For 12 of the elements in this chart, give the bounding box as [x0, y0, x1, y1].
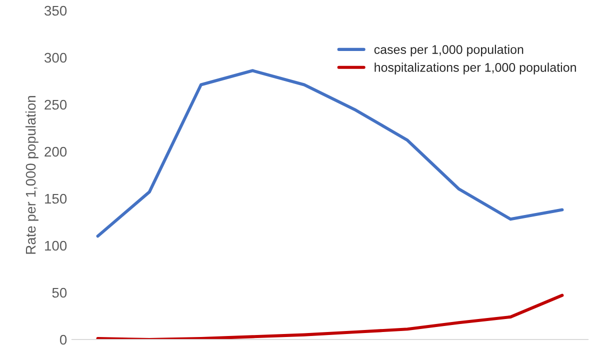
legend-label: cases per 1,000 population	[374, 44, 524, 56]
y-tick-label: 200	[44, 146, 67, 157]
y-tick-label: 150	[45, 194, 67, 204]
y-tick-label: 50	[52, 288, 67, 298]
line-series	[96, 294, 564, 340]
y-tick-label: 300	[44, 52, 67, 63]
legend-label: hospitalizations per 1,000 population	[374, 62, 576, 74]
y-tick-label: 0	[60, 334, 67, 345]
y-tick-label: 100	[45, 240, 67, 251]
y-axis-title: Rate per 1,000 population	[25, 96, 38, 254]
y-tick-label: 250	[44, 100, 67, 110]
y-tick-label: 350	[44, 6, 67, 16]
